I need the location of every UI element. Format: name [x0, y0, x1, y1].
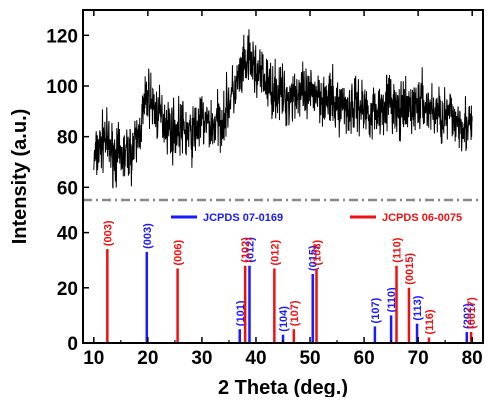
peak-hkl-label: (006): [173, 239, 185, 265]
y-tick-label-bottom-panel: 0: [67, 334, 78, 355]
peak-hkl-label: (110): [392, 237, 404, 262]
x-tick-label: 30: [191, 348, 212, 369]
peak-hkl-label: (003): [142, 223, 154, 249]
peak-hkl-label: (102): [240, 237, 252, 263]
peak-hkl-label: (012): [269, 239, 281, 265]
xrd-pattern-line: [93, 29, 473, 189]
y-tick-label-top-panel: 100: [46, 77, 78, 98]
peak-hkl-label: (202): [462, 303, 474, 329]
y-tick-label-bottom-panel: 40: [57, 224, 78, 245]
y-tick-label-top-panel: 120: [46, 26, 78, 47]
x-tick-label: 60: [354, 348, 375, 369]
y-tick-label-top-panel: 60: [57, 178, 78, 199]
peak-hkl-label: (104): [278, 306, 290, 332]
peak-hkl-label: (116): [424, 309, 436, 334]
peak-hkl-label: (015): [308, 245, 320, 271]
y-tick-label-bottom-panel: 20: [57, 279, 78, 300]
peak-hkl-label: (107): [370, 297, 382, 323]
peak-hkl-label: (0015): [404, 253, 416, 285]
peak-hkl-label: (012): [244, 237, 256, 263]
x-tick-label: 20: [137, 348, 158, 369]
x-axis-title: 2 Theta (deg.): [218, 377, 348, 397]
peak-hkl-label: (113): [412, 295, 424, 320]
peak-hkl-label: (0017): [466, 297, 478, 329]
x-tick-label: 80: [462, 348, 483, 369]
plot-frame: [82, 9, 484, 344]
peak-hkl-label: (101): [235, 300, 247, 326]
peak-hkl-label: (107): [289, 300, 301, 326]
legend-label: JCPDS 06-0075: [382, 212, 462, 224]
x-tick-label: 10: [83, 348, 104, 369]
legend-label: JCPDS 07-0169: [203, 212, 283, 224]
peak-hkl-label: (003): [102, 220, 114, 246]
y-tick-label-top-panel: 80: [57, 128, 78, 149]
peak-hkl-label: (108): [312, 239, 324, 265]
x-tick-label: 40: [245, 348, 266, 369]
peak-hkl-label: (110): [386, 287, 398, 312]
x-tick-label: 50: [299, 348, 320, 369]
y-axis-title: Intensity (a.u.): [9, 109, 31, 245]
x-tick-label: 70: [408, 348, 429, 369]
